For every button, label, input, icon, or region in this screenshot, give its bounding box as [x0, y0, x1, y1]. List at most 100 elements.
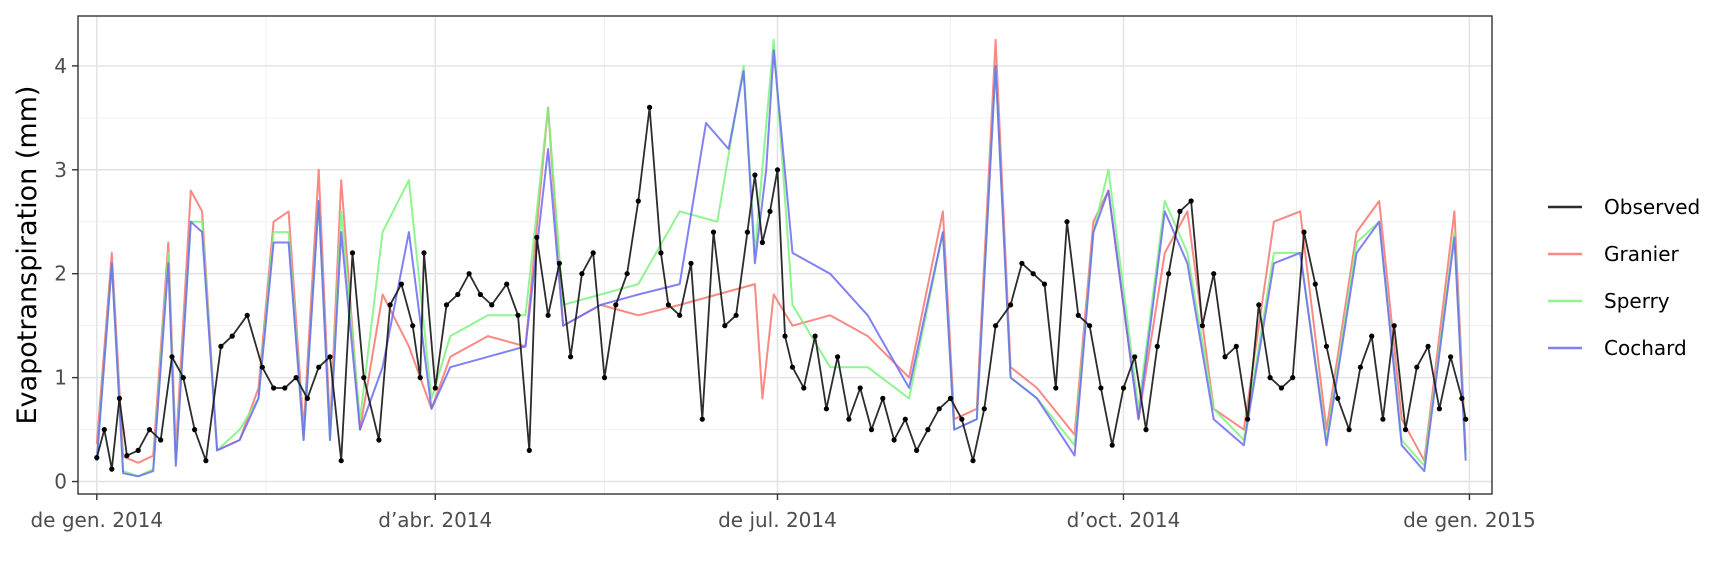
- y-tick-label: 1: [54, 366, 67, 390]
- observed-point: [443, 302, 450, 308]
- observed-point: [271, 385, 277, 391]
- observed-point: [782, 333, 788, 339]
- plot-panel-border: [77, 15, 1493, 495]
- observed-point: [229, 333, 235, 339]
- observed-point: [1188, 198, 1194, 204]
- observed-point: [304, 395, 310, 401]
- observed-point: [1301, 229, 1307, 235]
- y-tick-label: 3: [54, 158, 67, 182]
- legend: Observed Granier Sperry Cochard: [1548, 195, 1700, 360]
- observed-point: [601, 375, 608, 381]
- observed-point: [857, 385, 863, 391]
- observed-point: [812, 333, 818, 339]
- observed-point: [338, 458, 344, 464]
- observed-point: [902, 416, 908, 422]
- x-tick-label: d’oct. 2014: [1067, 508, 1181, 532]
- observed-point: [759, 239, 766, 246]
- observed-point: [914, 447, 920, 453]
- observed-point: [823, 406, 830, 412]
- observed-point: [545, 312, 551, 318]
- observed-point: [1380, 416, 1386, 422]
- observed-point: [981, 406, 987, 412]
- observed-point: [477, 291, 483, 298]
- observed-point: [1154, 343, 1160, 349]
- observed-point: [398, 281, 404, 287]
- observed-point: [624, 271, 630, 277]
- observed-point: [1019, 260, 1025, 266]
- observed-point: [515, 312, 521, 318]
- y-tick-label: 0: [54, 470, 67, 494]
- observed-point: [349, 250, 356, 256]
- series-line-cochard: [95, 49, 1467, 478]
- observed-point: [1211, 271, 1217, 277]
- observed-point: [327, 354, 333, 360]
- observed-point: [665, 302, 672, 308]
- observed-point: [124, 453, 130, 459]
- observed-point: [526, 447, 532, 453]
- observed-point: [169, 354, 175, 360]
- observed-point: [376, 437, 382, 443]
- observed-point: [1391, 323, 1397, 329]
- observed-point: [1323, 343, 1330, 349]
- observed-point: [710, 229, 717, 235]
- observed-point: [744, 229, 751, 235]
- observed-point: [1075, 312, 1081, 318]
- observed-point: [1436, 406, 1442, 412]
- y-axis-title: Evapotranspiration (mm): [12, 86, 43, 425]
- observed-point: [192, 427, 198, 433]
- observed-point: [1463, 416, 1469, 422]
- legend-label-observed: Observed: [1604, 195, 1700, 219]
- legend-label-granier: Granier: [1604, 242, 1680, 266]
- observed-point: [534, 234, 540, 240]
- observed-point: [109, 466, 115, 472]
- observed-point: [1278, 385, 1284, 391]
- y-tick-label: 2: [54, 262, 67, 286]
- observed-point: [1008, 302, 1014, 308]
- observed-point: [789, 364, 796, 370]
- observed-point: [970, 458, 976, 464]
- observed-point: [203, 458, 209, 464]
- observed-point: [259, 364, 265, 370]
- observed-point: [1098, 385, 1104, 391]
- observed-point: [1357, 364, 1363, 370]
- observed-point: [1256, 302, 1262, 308]
- observed-point: [1245, 416, 1251, 422]
- observed-point: [936, 406, 942, 412]
- observed-point: [1177, 208, 1183, 214]
- observed-point: [1346, 427, 1352, 433]
- observed-point: [1199, 323, 1205, 329]
- observed-point: [1064, 219, 1070, 225]
- series-line-sperry: [95, 38, 1467, 478]
- observed-point: [101, 427, 107, 433]
- observed-point: [421, 250, 427, 256]
- observed-point: [116, 395, 122, 401]
- observed-point: [556, 260, 563, 266]
- observed-point: [282, 385, 288, 391]
- legend-label-cochard: Cochard: [1604, 336, 1687, 360]
- x-tick-label: d’abr. 2014: [378, 508, 492, 532]
- observed-point: [767, 208, 773, 214]
- observed-point: [158, 437, 164, 443]
- observed-point: [868, 427, 875, 433]
- observed-point: [733, 312, 739, 318]
- observed-point: [891, 437, 897, 443]
- observed-point: [647, 104, 653, 110]
- observed-point: [1369, 333, 1375, 339]
- observed-point: [1290, 375, 1296, 381]
- observed-point: [658, 250, 664, 256]
- observed-point: [835, 354, 841, 360]
- observed-point: [1222, 354, 1228, 360]
- observed-point: [504, 281, 510, 287]
- observed-point: [1132, 354, 1138, 360]
- observed-point: [752, 172, 758, 178]
- x-tick-label: de gen. 2015: [1403, 508, 1536, 532]
- observed-point: [801, 385, 807, 391]
- observed-point: [677, 312, 683, 318]
- observed-point: [316, 364, 322, 370]
- observed-point: [146, 427, 153, 433]
- observed-point: [590, 250, 596, 256]
- observed-point: [947, 395, 954, 401]
- observed-point: [613, 302, 619, 308]
- observed-point: [1233, 343, 1239, 349]
- observed-point: [1459, 395, 1465, 401]
